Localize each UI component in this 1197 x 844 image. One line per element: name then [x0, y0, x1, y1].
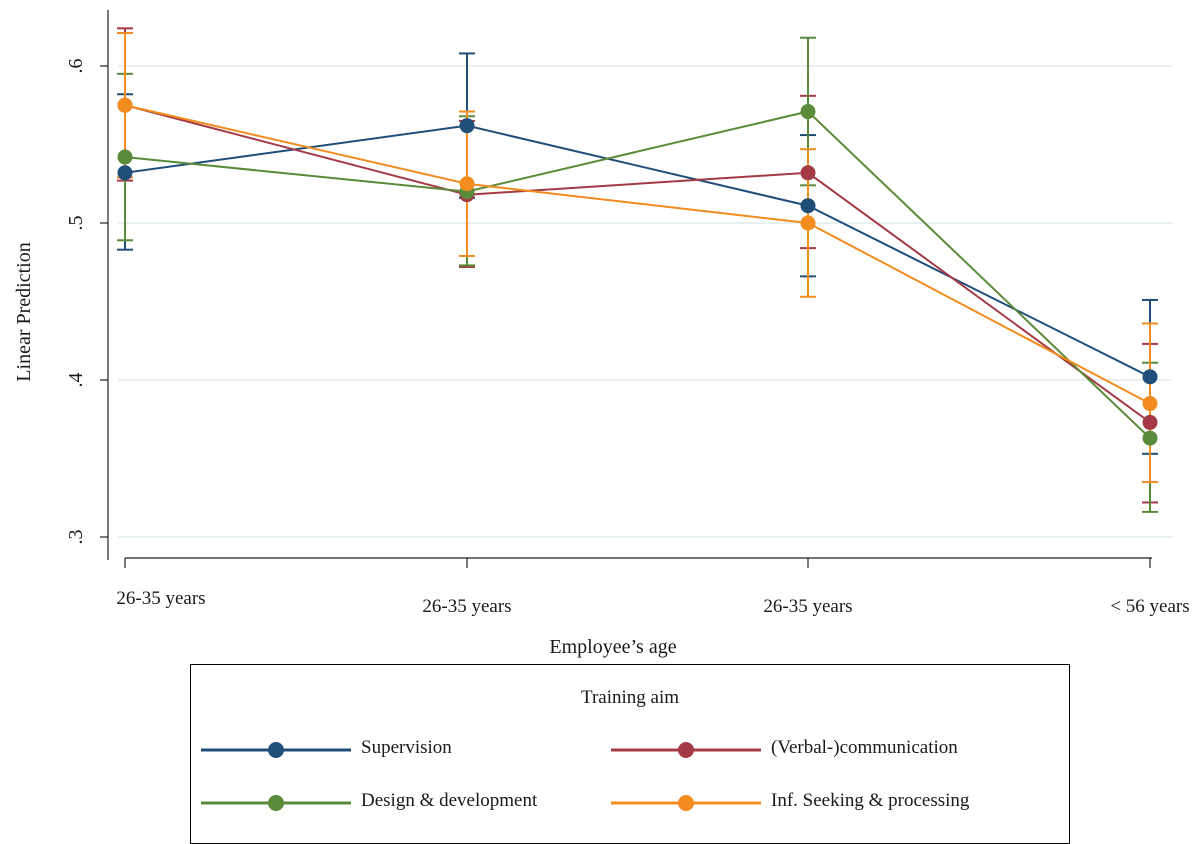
legend-swatch	[201, 795, 351, 811]
data-point	[1142, 414, 1158, 430]
x-axis-label: Employee’s age	[549, 636, 676, 658]
legend-label: Design & development	[361, 790, 538, 811]
legend: Training aim Supervision (Verbal-)communi…	[190, 664, 1070, 844]
axes	[107, 10, 1152, 560]
legend-swatch	[611, 795, 761, 811]
series-line	[124, 104, 1151, 405]
series-line	[124, 124, 1151, 378]
data-point	[117, 149, 133, 165]
series-line	[124, 104, 1151, 424]
legend-swatch-marker	[268, 795, 284, 811]
legend-swatch	[611, 742, 761, 758]
legend-label: Supervision	[361, 737, 452, 758]
data-point	[459, 118, 475, 134]
data-point	[800, 198, 816, 214]
legend-swatch-marker	[268, 742, 284, 758]
legend-label: (Verbal-)communication	[771, 737, 958, 758]
series-lines	[124, 104, 1151, 439]
x-ticks: 26-35 years 26-35 years 26-35 years < 56 ye…	[116, 558, 1190, 617]
series-line	[124, 110, 1151, 439]
data-point	[117, 97, 133, 113]
data-point	[459, 176, 475, 192]
data-point	[800, 165, 816, 181]
legend-swatch-marker	[678, 795, 694, 811]
error-bars	[117, 27, 1158, 513]
legend-title: Training aim	[581, 687, 679, 708]
gridlines	[118, 65, 1172, 538]
data-point	[800, 215, 816, 231]
x-tick-label: 26-35 years	[422, 596, 511, 617]
y-tick-label: .3	[65, 530, 87, 545]
data-point	[117, 165, 133, 181]
y-tick-label: .6	[65, 59, 87, 74]
x-tick-label: < 56 years	[1110, 596, 1189, 617]
legend-swatch	[201, 742, 351, 758]
y-tick-label: .5	[65, 216, 87, 231]
x-tick-label: 26-35 years	[116, 588, 205, 609]
data-point	[1142, 396, 1158, 412]
legend-swatch-marker	[678, 742, 694, 758]
y-axis-label: Linear Prediction	[13, 242, 35, 381]
series-points	[117, 97, 1158, 446]
x-tick-label: 26-35 years	[763, 596, 852, 617]
data-point	[1142, 430, 1158, 446]
legend-label: Inf. Seeking & processing	[771, 790, 970, 811]
data-point	[1142, 369, 1158, 385]
y-ticks: .3 .4 .5 .6	[65, 59, 108, 545]
y-tick-label: .4	[65, 373, 87, 388]
data-point	[800, 104, 816, 120]
